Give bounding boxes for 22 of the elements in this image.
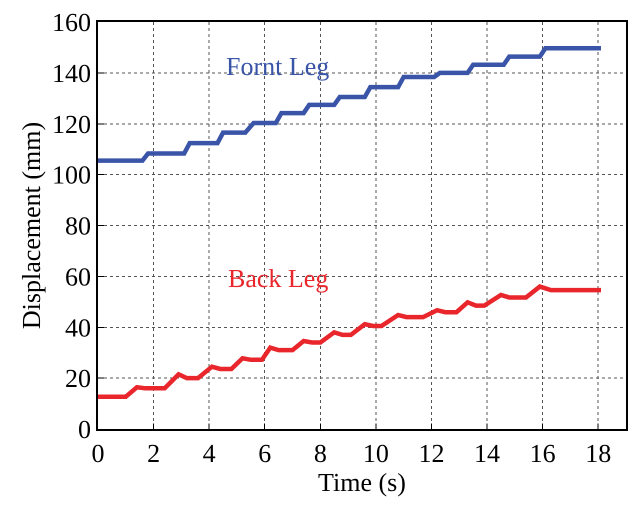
x-tick-label: 8 (314, 438, 327, 468)
y-tick-label: 140 (52, 58, 92, 88)
x-tick-label: 14 (474, 438, 500, 468)
y-tick-label: 60 (65, 262, 92, 292)
series-label: Fornt Leg (226, 52, 330, 81)
y-tick-label: 80 (65, 212, 92, 241)
x-tick-label: 12 (418, 438, 444, 468)
x-tick-label: 18 (585, 438, 612, 468)
x-tick-label: 16 (530, 438, 556, 468)
y-tick-label: 20 (65, 364, 92, 394)
y-tick-label: 40 (65, 313, 92, 342)
y-tick-label: 160 (52, 8, 92, 38)
x-tick-label: 4 (202, 438, 216, 468)
x-tick-label: 10 (362, 438, 389, 468)
x-axis-title: Time (s) (318, 468, 406, 498)
x-tick-label: 2 (147, 438, 160, 468)
series-label: Back Leg (228, 264, 328, 293)
y-tick-label: 100 (52, 160, 92, 190)
y-tick-label: 120 (52, 110, 92, 139)
x-tick-label: 6 (258, 438, 272, 468)
y-tick-label: 0 (78, 415, 92, 444)
y-axis-title: Displacement (mm) (16, 122, 46, 330)
